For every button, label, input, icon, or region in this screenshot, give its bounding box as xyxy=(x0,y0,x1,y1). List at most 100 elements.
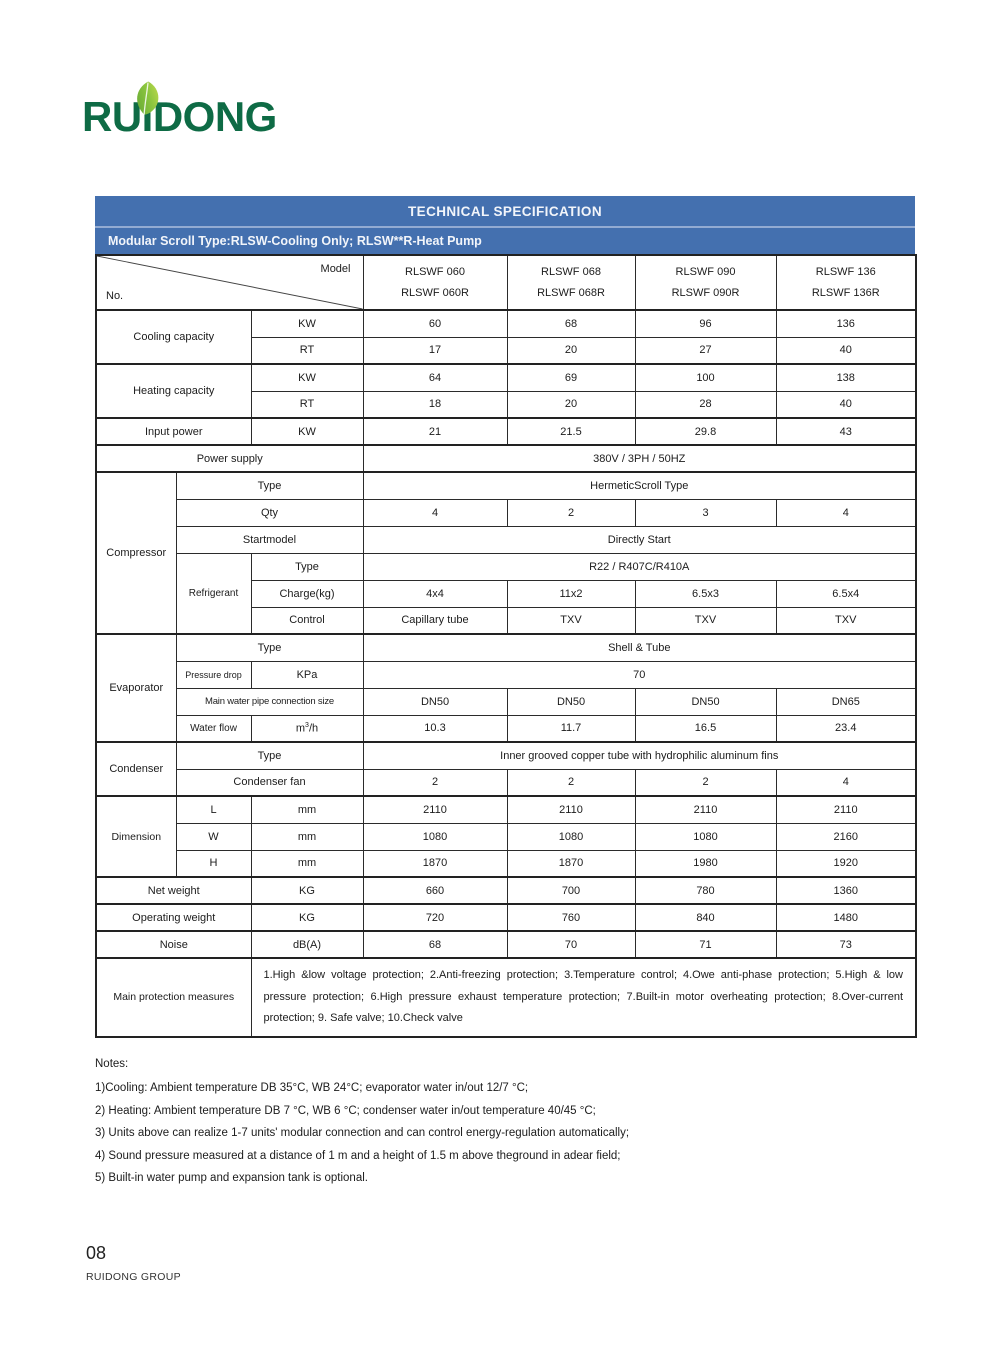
model-name: RLSWF 090R xyxy=(671,286,740,299)
no-label: No. xyxy=(106,290,124,302)
value-cell: 20 xyxy=(506,390,636,419)
dimension-label: Dimension xyxy=(95,795,177,878)
noise-label: Noise xyxy=(95,930,252,959)
axis-cell: L xyxy=(175,795,252,824)
value-cell: 20 xyxy=(506,336,636,365)
value-cell: 700 xyxy=(506,876,636,905)
value-cell: 60 xyxy=(362,309,508,338)
value-cell: 11x2 xyxy=(506,579,636,608)
table-row-dimension-h: H mm 1870 1870 1980 1920 xyxy=(96,849,917,878)
value-cell: 136 xyxy=(775,309,917,338)
value-cell: 69 xyxy=(506,363,636,392)
compressor-label: Compressor xyxy=(95,471,177,635)
unit-cell: RT xyxy=(250,336,364,365)
value-cell: 1980 xyxy=(634,849,777,878)
evaporator-type-label: Type xyxy=(175,633,364,662)
value-cell: 1080 xyxy=(506,822,636,851)
value-cell: 2110 xyxy=(506,795,636,824)
table-row-pipe-size: Main water pipe connection size DN50 DN5… xyxy=(96,687,917,716)
table-row-cooling-kw: Cooling capacity KW 60 68 96 136 xyxy=(95,309,917,365)
note-item: 1)Cooling: Ambient temperature DB 35°C, … xyxy=(95,1082,529,1094)
power-supply-value: 380V / 3PH / 50HZ xyxy=(362,444,917,473)
model-col-4: RLSWF 136 RLSWF 136R xyxy=(775,254,917,311)
table-row-noise: Noise dB(A) 68 70 71 73 xyxy=(95,930,917,959)
notes-section: Notes: 1)Cooling: Ambient temperature DB… xyxy=(95,1058,875,1195)
unit-cell: KG xyxy=(250,903,364,932)
notes-title: Notes: xyxy=(95,1058,129,1070)
table-row-dimension-l: Dimension L mm 2110 2110 2110 2110 xyxy=(95,795,917,878)
net-weight-label: Net weight xyxy=(95,876,252,905)
value-cell: 4 xyxy=(775,498,917,527)
value-cell: DN50 xyxy=(506,687,636,716)
model-name: RLSWF 090 xyxy=(675,265,736,278)
model-name: RLSWF 060R xyxy=(401,286,469,299)
value-cell: 100 xyxy=(634,363,777,392)
value-cell: 3 xyxy=(634,498,777,527)
protection-text: 1.High &low voltage protection; 2.Anti-f… xyxy=(250,957,917,1037)
value-cell: TXV xyxy=(634,606,777,635)
value-cell: 68 xyxy=(506,309,636,338)
unit-cell: mm xyxy=(250,849,364,878)
evaporator-type-value: Shell & Tube xyxy=(362,633,917,662)
input-power-label: Input power xyxy=(95,417,252,446)
value-cell: 2110 xyxy=(775,795,917,824)
refrigerant-type-label: Type xyxy=(250,552,364,581)
refrigerant-label: Refrigerant xyxy=(175,552,252,635)
table-row-condenser-type: Condenser Type Inner grooved copper tube… xyxy=(95,741,917,797)
control-label: Control xyxy=(250,606,364,635)
table-row-water-flow: Water flow m3/h 10.3 11.7 16.5 23.4 xyxy=(96,714,917,743)
value-cell: 21.5 xyxy=(506,417,636,446)
value-cell: 760 xyxy=(506,903,636,932)
water-flow-unit: m3/h xyxy=(250,714,364,743)
condenser-label: Condenser xyxy=(95,741,177,797)
unit-cell: KW xyxy=(250,309,364,338)
startmodel-value: Directly Start xyxy=(362,525,917,554)
value-cell: 68 xyxy=(362,930,508,959)
condenser-type-label: Type xyxy=(175,741,364,770)
value-cell: 43 xyxy=(775,417,917,446)
value-cell: 2110 xyxy=(634,795,777,824)
value-cell: 16.5 xyxy=(634,714,777,743)
power-supply-label: Power supply xyxy=(95,444,364,473)
unit-cell: KW xyxy=(250,363,364,392)
leaf-icon xyxy=(137,81,159,115)
value-cell: 720 xyxy=(362,903,508,932)
value-cell: 1080 xyxy=(362,822,508,851)
value-cell: 780 xyxy=(634,876,777,905)
table-row-power-supply: Power supply 380V / 3PH / 50HZ xyxy=(95,444,917,473)
pressure-drop-label: Pressure drop xyxy=(175,660,252,689)
note-item: 5) Built-in water pump and expansion tan… xyxy=(95,1172,368,1184)
value-cell: 4 xyxy=(775,768,917,797)
unit-base: m xyxy=(295,722,306,735)
model-col-2: RLSWF 068 RLSWF 068R xyxy=(506,254,636,311)
value-cell: Capillary tube xyxy=(362,606,508,635)
value-cell: 1870 xyxy=(506,849,636,878)
table-row-compressor-qty: Qty 4 2 3 4 xyxy=(96,498,917,527)
value-cell: 1870 xyxy=(362,849,508,878)
evaporator-label: Evaporator xyxy=(95,633,177,743)
unit-cell: KG xyxy=(250,876,364,905)
spec-table: Model No. RLSWF 060 RLSWF 060R RLSWF 068… xyxy=(95,254,917,1038)
condenser-type-value: Inner grooved copper tube with hydrophil… xyxy=(362,741,917,770)
model-name: RLSWF 060 xyxy=(405,265,465,278)
value-cell: 40 xyxy=(775,336,917,365)
table-subtitle: Modular Scroll Type:RLSW-Cooling Only; R… xyxy=(108,234,482,248)
value-cell: 73 xyxy=(775,930,917,959)
note-item: 3) Units above can realize 1-7 units' mo… xyxy=(95,1127,630,1139)
value-cell: 1480 xyxy=(775,903,917,932)
model-col-3: RLSWF 090 RLSWF 090R xyxy=(634,254,777,311)
qty-label: Qty xyxy=(175,498,364,527)
value-cell: 2 xyxy=(634,768,777,797)
value-cell: TXV xyxy=(775,606,917,635)
value-cell: 2 xyxy=(506,498,636,527)
pressure-drop-value: 70 xyxy=(362,660,917,689)
diagonal-line xyxy=(97,256,362,309)
table-row-refrigerant-type: Refrigerant Type R22 / R407C/R410A xyxy=(96,552,917,635)
startmodel-label: Startmodel xyxy=(175,525,364,554)
value-cell: 138 xyxy=(775,363,917,392)
value-cell: 4 xyxy=(362,498,508,527)
value-cell: 1360 xyxy=(775,876,917,905)
model-name: RLSWF 068R xyxy=(537,286,605,299)
table-row-protection: Main protection measures 1.High &low vol… xyxy=(95,957,917,1037)
unit-cell: mm xyxy=(250,795,364,824)
